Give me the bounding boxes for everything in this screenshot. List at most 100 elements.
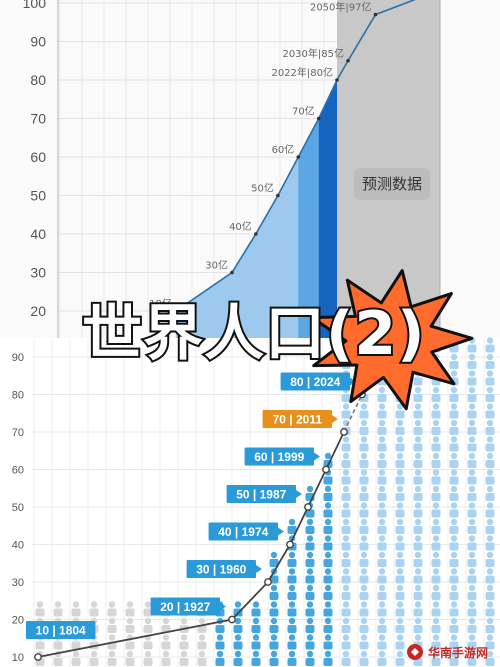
person-body bbox=[431, 559, 441, 567]
person-head bbox=[324, 502, 332, 509]
person-body bbox=[395, 575, 405, 584]
person-head bbox=[360, 436, 368, 443]
prediction-label: 预测数据 bbox=[354, 168, 430, 200]
person-body bbox=[485, 575, 495, 584]
person-body bbox=[413, 394, 423, 402]
person-head bbox=[252, 650, 260, 658]
data-point bbox=[174, 309, 178, 313]
person-head bbox=[234, 634, 242, 641]
person-body bbox=[53, 658, 63, 666]
person-body bbox=[431, 575, 441, 584]
person-body bbox=[413, 377, 423, 386]
person-body bbox=[359, 608, 369, 617]
person-body bbox=[323, 509, 333, 518]
person-body bbox=[485, 559, 495, 567]
data-point bbox=[254, 232, 258, 236]
person-head bbox=[414, 601, 422, 608]
person-body bbox=[395, 625, 405, 633]
person-body bbox=[305, 641, 315, 650]
person-body bbox=[413, 443, 423, 452]
person-head bbox=[432, 436, 440, 443]
person-body bbox=[431, 410, 441, 419]
person-head bbox=[342, 584, 350, 592]
person-body bbox=[395, 427, 405, 435]
person-head bbox=[414, 469, 422, 476]
person-body bbox=[431, 592, 441, 600]
person-head bbox=[360, 617, 368, 625]
person-body bbox=[395, 526, 405, 534]
person-head bbox=[360, 650, 368, 658]
person-body bbox=[467, 575, 477, 584]
person-head bbox=[378, 485, 386, 493]
person-head bbox=[360, 502, 368, 509]
person-head bbox=[468, 452, 476, 460]
person-head bbox=[306, 634, 314, 641]
person-head bbox=[378, 436, 386, 443]
person-head bbox=[432, 601, 440, 608]
person-head bbox=[378, 617, 386, 625]
person-head bbox=[378, 650, 386, 658]
person-body bbox=[449, 608, 459, 617]
person-head bbox=[468, 386, 476, 394]
person-body bbox=[287, 625, 297, 633]
person-body bbox=[125, 608, 135, 617]
person-body bbox=[449, 361, 459, 369]
y-tick-label: 70 bbox=[12, 427, 24, 439]
burst-star bbox=[310, 269, 474, 411]
data-label: 2050年|97亿 bbox=[310, 1, 372, 14]
person-body bbox=[269, 608, 279, 617]
person-body bbox=[449, 542, 459, 551]
person-body bbox=[467, 542, 477, 551]
person-body bbox=[395, 509, 405, 518]
person-body bbox=[323, 608, 333, 617]
person-body bbox=[341, 493, 351, 501]
data-label: 2022年|80亿 bbox=[271, 66, 333, 79]
person-head bbox=[396, 419, 404, 427]
y-tick-label: 60 bbox=[30, 149, 46, 165]
data-label: 50亿 bbox=[251, 182, 274, 195]
person-body bbox=[467, 592, 477, 600]
person-head bbox=[450, 535, 458, 542]
person-head bbox=[360, 419, 368, 427]
person-head bbox=[306, 535, 314, 542]
person-head bbox=[378, 584, 386, 592]
person-head bbox=[468, 469, 476, 476]
person-head bbox=[162, 634, 170, 641]
person-body bbox=[377, 608, 387, 617]
person-head bbox=[450, 452, 458, 460]
person-body bbox=[71, 658, 81, 666]
person-head bbox=[450, 436, 458, 443]
person-head bbox=[306, 617, 314, 625]
person-body bbox=[323, 641, 333, 650]
data-point bbox=[228, 615, 236, 624]
person-head bbox=[468, 568, 476, 575]
person-head bbox=[414, 634, 422, 641]
person-body bbox=[485, 509, 495, 518]
person-body bbox=[323, 625, 333, 633]
person-body bbox=[449, 658, 459, 666]
person-body bbox=[341, 608, 351, 617]
data-label-box bbox=[280, 372, 350, 391]
person-head bbox=[450, 419, 458, 427]
person-head bbox=[432, 469, 440, 476]
person-body bbox=[377, 460, 387, 468]
person-body bbox=[467, 443, 477, 452]
person-head bbox=[36, 601, 44, 608]
person-body bbox=[467, 625, 477, 633]
person-head bbox=[468, 403, 476, 410]
person-body bbox=[485, 542, 495, 551]
person-body bbox=[341, 526, 351, 534]
person-head bbox=[306, 568, 314, 575]
person-body bbox=[305, 658, 315, 666]
data-point bbox=[322, 465, 330, 474]
person-body bbox=[467, 608, 477, 617]
person-body bbox=[35, 608, 45, 617]
area-fill bbox=[175, 80, 337, 345]
person-body bbox=[269, 641, 279, 650]
person-head bbox=[360, 568, 368, 575]
person-head bbox=[360, 584, 368, 592]
data-point bbox=[373, 12, 378, 17]
person-head bbox=[144, 617, 152, 625]
person-body bbox=[449, 493, 459, 501]
person-body bbox=[413, 575, 423, 584]
